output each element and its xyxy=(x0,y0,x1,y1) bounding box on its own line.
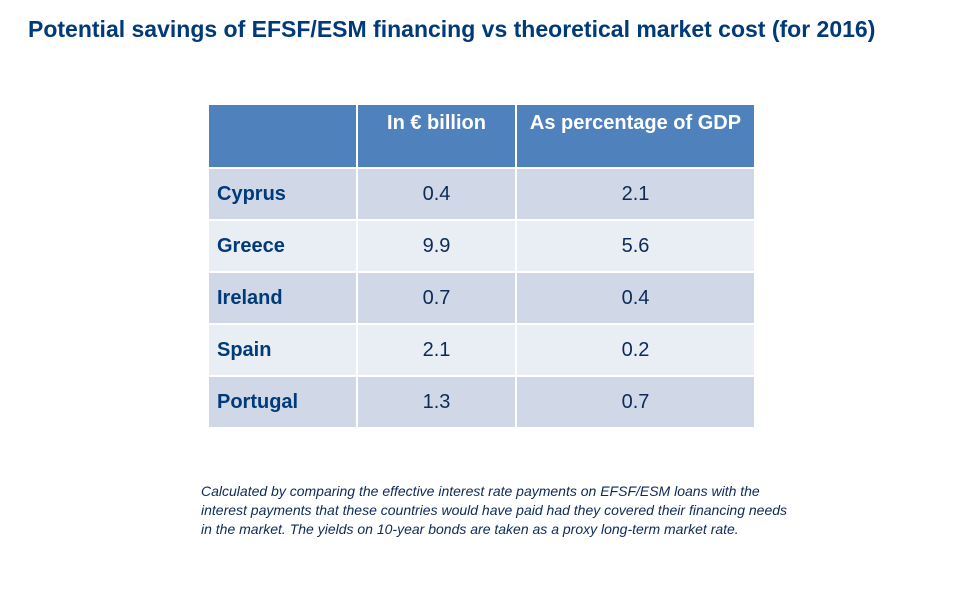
billion-cell: 0.7 xyxy=(356,271,517,325)
billion-cell: 1.3 xyxy=(356,375,517,429)
pct-gdp-cell: 2.1 xyxy=(515,167,756,221)
footnote: Calculated by comparing the effective in… xyxy=(201,483,788,537)
header-pct-gdp: As percentage of GDP xyxy=(515,103,756,169)
billion-cell: 9.9 xyxy=(356,219,517,273)
country-cell: Ireland xyxy=(207,271,358,325)
country-cell: Cyprus xyxy=(207,167,358,221)
pct-gdp-cell: 0.4 xyxy=(515,271,756,325)
table-row: Ireland 0.7 0.4 xyxy=(207,271,756,325)
pct-gdp-cell: 0.7 xyxy=(515,375,756,429)
page-title: Potential savings of EFSF/ESM financing … xyxy=(28,16,876,42)
table-row: Greece 9.9 5.6 xyxy=(207,219,756,273)
country-cell: Greece xyxy=(207,219,358,273)
header-billion: In € billion xyxy=(356,103,517,169)
table-row: Cyprus 0.4 2.1 xyxy=(207,167,756,221)
billion-cell: 2.1 xyxy=(356,323,517,377)
country-cell: Portugal xyxy=(207,375,358,429)
pct-gdp-cell: 0.2 xyxy=(515,323,756,377)
table-row: Spain 2.1 0.2 xyxy=(207,323,756,377)
header-country xyxy=(207,103,358,169)
pct-gdp-cell: 5.6 xyxy=(515,219,756,273)
table-header-row: In € billion As percentage of GDP xyxy=(207,103,756,169)
savings-table: In € billion As percentage of GDP Cyprus… xyxy=(207,103,756,429)
country-cell: Spain xyxy=(207,323,358,377)
billion-cell: 0.4 xyxy=(356,167,517,221)
table-row: Portugal 1.3 0.7 xyxy=(207,375,756,429)
